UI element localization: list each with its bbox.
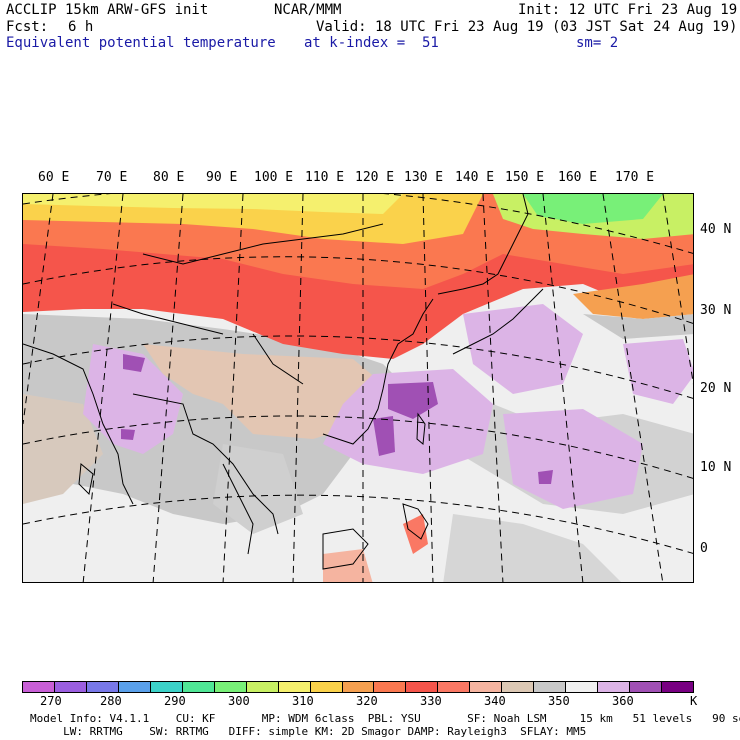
colorbar-swatch [118, 682, 151, 692]
field-name: Equivalent potential temperature [6, 35, 276, 51]
lon-label: 60 E [38, 170, 70, 185]
lat-label: 0 [700, 541, 708, 556]
lon-label: 130 E [404, 170, 444, 185]
colorbar-swatch [470, 682, 503, 692]
lon-label: 120 E [355, 170, 395, 185]
init-time: Init: 12 UTC Fri 23 Aug 19 [518, 2, 738, 18]
colorbar-swatch [630, 682, 663, 692]
colorbar-tick: 290 [164, 694, 186, 708]
lat-label: 20 N [700, 381, 732, 396]
colorbar-swatch [310, 682, 343, 692]
colorbar-unit: K [690, 694, 698, 708]
colorbar-tick: 320 [356, 694, 378, 708]
model-info-line2: LW: RRTMG SW: RRTMG DIFF: simple KM: 2D … [30, 725, 587, 738]
map-panel [22, 193, 694, 583]
colorbar-swatch [278, 682, 311, 692]
valid-time: Valid: 18 UTC Fri 23 Aug 19 (03 JST Sat … [316, 19, 738, 35]
lon-label: 170 E [615, 170, 655, 185]
lon-label: 70 E [96, 170, 128, 185]
lon-label: 90 E [206, 170, 238, 185]
model-title: ACCLIP 15km ARW-GFS init [6, 2, 209, 18]
colorbar-swatch [406, 682, 439, 692]
lon-label: 110 E [305, 170, 345, 185]
colorbar-tick: 350 [548, 694, 570, 708]
colorbar-swatch [150, 682, 183, 692]
lon-label: 160 E [558, 170, 598, 185]
colorbar-swatch [374, 682, 407, 692]
fcst-label: Fcst: [6, 19, 49, 35]
colorbar-swatch [246, 682, 279, 692]
colorbar-swatch [438, 682, 471, 692]
colorbar-tick: 360 [612, 694, 634, 708]
lon-label: 150 E [505, 170, 545, 185]
colorbar-tick: 300 [228, 694, 250, 708]
source-label: NCAR/MMM [274, 2, 342, 18]
colorbar-swatch [214, 682, 247, 692]
colorbar-labels: 270 280 290 300 310 320 330 340 350 360 … [0, 694, 740, 708]
colorbar-swatch [86, 682, 119, 692]
theta-e-field [23, 194, 693, 582]
colorbar-swatch [54, 682, 87, 692]
colorbar-swatch [182, 682, 215, 692]
smoothing: sm= 2 [576, 35, 619, 51]
colorbar-swatch [662, 682, 694, 692]
lon-label: 100 E [254, 170, 294, 185]
colorbar-swatch [534, 682, 567, 692]
colorbar-swatch [23, 682, 55, 692]
level-index: at k-index = 51 [304, 35, 439, 51]
model-info-line1: Model Info: V4.1.1 CU: KF MP: WDM 6class… [30, 712, 740, 725]
lon-label: 80 E [153, 170, 185, 185]
lat-label: 30 N [700, 303, 732, 318]
colorbar [22, 681, 694, 693]
lat-label: 40 N [700, 222, 732, 237]
longitude-labels: 60 E 70 E 80 E 90 E 100 E 110 E 120 E 13… [0, 170, 740, 188]
colorbar-swatch [342, 682, 375, 692]
colorbar-tick: 310 [292, 694, 314, 708]
colorbar-swatch [502, 682, 535, 692]
colorbar-tick: 340 [484, 694, 506, 708]
colorbar-swatch [566, 682, 599, 692]
colorbar-tick: 280 [100, 694, 122, 708]
lat-label: 10 N [700, 460, 732, 475]
colorbar-swatch [598, 682, 631, 692]
colorbar-tick: 330 [420, 694, 442, 708]
colorbar-tick: 270 [40, 694, 62, 708]
fcst-value: 6 h [68, 19, 94, 35]
lon-label: 140 E [455, 170, 495, 185]
